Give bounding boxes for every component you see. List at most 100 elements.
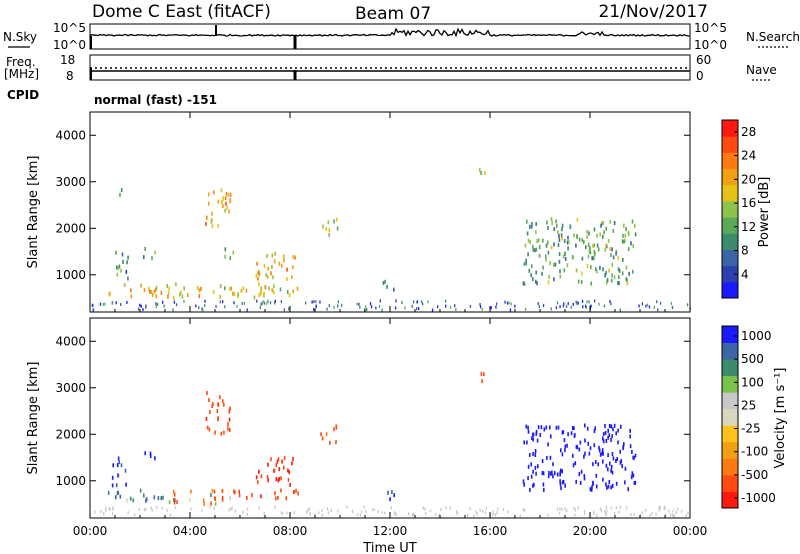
noise-strip: N.Sky 10^5 10^0 10^5 10^0 N.Search [3,21,800,52]
echo-cell [572,463,575,468]
echo-cell [646,303,649,307]
echo-cell [313,300,315,304]
power-y-axis-label: Slant Range [km] [26,156,41,269]
echo-cell [621,271,624,276]
echo-cell [217,417,219,422]
echo-cell [255,273,258,278]
echo-cell [232,250,235,255]
echo-cell [559,269,561,274]
echo-cell [615,251,617,256]
power-y-axis: 1000 2000 3000 4000 [55,128,690,282]
echo-cell [108,292,111,297]
echo-cell [584,451,586,456]
echo-cell [490,306,492,310]
echo-cell [534,465,537,470]
echo-cell [593,429,596,433]
echo-cell [119,494,122,499]
echo-cell [532,247,535,252]
echo-cell [622,233,624,238]
echo-cell [127,276,129,281]
echo-cell [92,308,94,312]
echo-cell [124,468,127,473]
echo-cell [420,300,423,304]
colorbar-segment [722,326,738,343]
echo-cell [547,513,549,517]
echo-cell [552,474,554,479]
cpid-label: CPID [7,88,39,102]
echo-cell [437,305,439,309]
echo-cell [554,262,557,267]
echo-cell [189,497,191,502]
echo-cell [267,299,269,303]
echo-cell [575,444,578,449]
power-colorbar-label: Power [dB] [757,177,772,248]
echo-cell [579,480,582,485]
echo-cell [263,301,266,305]
echo-cell [456,510,458,514]
echo-cell [564,506,566,510]
echo-cell [140,304,142,308]
echo-cell [611,262,614,267]
echo-cell [381,511,383,515]
echo-cell [599,507,602,511]
echo-cell [155,285,158,290]
echo-cell [574,513,576,517]
echo-cell [233,489,235,494]
echo-cell [379,299,381,303]
echo-cell [315,304,317,308]
echo-cell [306,510,308,514]
echo-cell [481,379,483,384]
echo-cell [280,476,282,481]
colorbar-segment [722,458,738,476]
echo-cell [155,506,158,509]
echo-cell [560,486,562,491]
echo-cell [610,468,612,473]
echo-cell [327,511,330,515]
echo-cell [145,507,147,511]
echo-cell [206,215,208,220]
echo-cell [581,238,584,243]
echo-cell [335,424,337,429]
echo-cell [573,506,575,510]
echo-cell [117,456,120,461]
echo-cell [143,493,145,498]
echo-cell [527,464,530,469]
echo-cell [411,513,414,517]
echo-cell [273,284,275,289]
echo-cell [229,428,231,433]
echo-cell [286,267,288,272]
echo-cell [257,480,259,485]
echo-cell [151,508,153,512]
echo-cell [176,500,178,505]
x-tick-label: 12:00 [373,524,408,538]
echo-cell [234,490,236,495]
echo-cell [151,293,154,298]
echo-cell [201,307,203,311]
echo-cell [118,264,121,269]
freq-bottom-tick: 8 [66,69,74,83]
velocity-panel: 1000 2000 3000 4000 00:00 04:00 08:00 12:00 16:… [26,317,788,538]
echo-cell [547,442,549,447]
echo-cell [320,432,322,437]
echo-cell [225,201,227,206]
echo-cell [148,286,150,291]
echo-cell [668,509,670,513]
echo-cell [143,255,145,260]
echo-cell [586,229,588,234]
echo-cell [605,505,608,509]
echo-cell [585,245,587,250]
echo-cell [280,488,282,493]
echo-cell [558,259,561,264]
echo-cell [525,307,527,311]
echo-cell [584,438,586,443]
echo-cell [120,268,122,273]
echo-cell [167,290,170,295]
echo-cell [590,265,592,270]
echo-cell [659,301,662,305]
echo-cell [287,468,289,473]
echo-cell [552,462,554,467]
echo-cell [278,467,281,472]
echo-cell [387,490,389,495]
colorbar-segment [722,168,738,186]
echo-cell [576,234,578,239]
